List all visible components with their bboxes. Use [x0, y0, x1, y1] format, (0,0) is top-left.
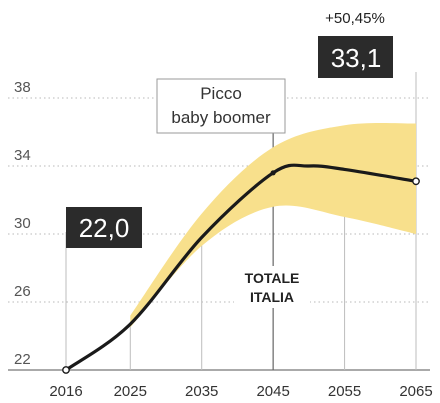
end-change-label: +50,45%: [325, 10, 385, 27]
y-tick-labels: 22 26 30 34 38: [14, 79, 31, 368]
x-tick-label: 2045: [256, 383, 289, 400]
y-tick-label: 30: [14, 215, 31, 232]
peak-annotation-line2: baby boomer: [171, 108, 271, 127]
peak-annotation-line1: Picco: [200, 84, 242, 103]
projection-band: [130, 122, 417, 328]
region-label-line2: ITALIA: [250, 289, 294, 305]
x-tick-labels: 2016 2025 2035 2045 2055 2065: [49, 383, 432, 400]
x-tick-label: 2025: [114, 383, 147, 400]
y-tick-label: 22: [14, 351, 31, 368]
series-line: [64, 163, 418, 372]
start-value-label: 22,0: [79, 213, 130, 243]
x-tick-label: 2065: [399, 383, 432, 400]
end-point: [412, 177, 420, 186]
peak-annotation-box: [156, 78, 286, 134]
region-label-bg: [234, 266, 310, 308]
end-value-label-box: [318, 36, 393, 78]
y-tick-label: 38: [14, 79, 31, 96]
x-tick-label: 2055: [328, 383, 361, 400]
region-label-line1: TOTALE: [245, 270, 300, 286]
x-tick-label: 2035: [185, 383, 218, 400]
start-point: [62, 366, 70, 374]
peak-point: [270, 170, 276, 176]
start-value-label-box: [66, 207, 142, 248]
y-tick-label: 34: [14, 147, 31, 164]
y-tick-label: 26: [14, 283, 31, 300]
end-value-label: 33,1: [331, 43, 382, 73]
x-tick-label: 2016: [49, 383, 82, 400]
series-points: [62, 170, 420, 374]
